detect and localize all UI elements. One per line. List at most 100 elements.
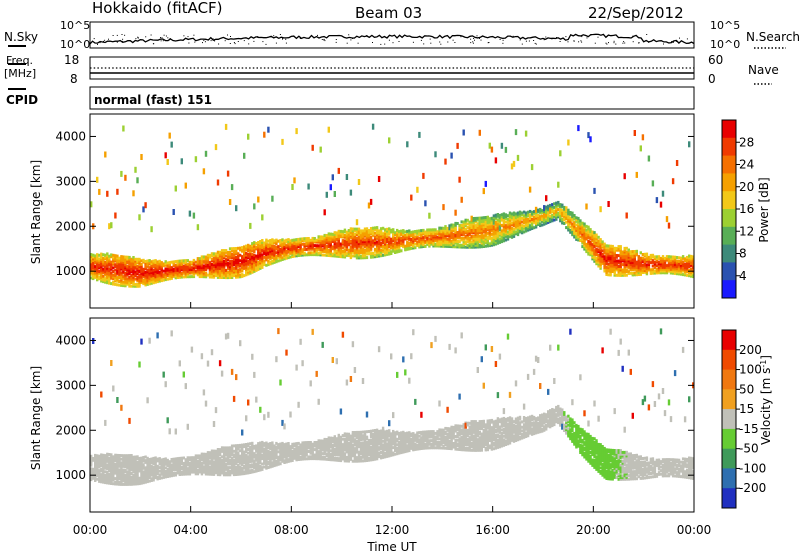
heatmap-cell — [122, 454, 125, 458]
heatmap-cell — [120, 477, 123, 481]
heatmap-cell — [154, 259, 157, 263]
heatmap-cell — [645, 267, 649, 270]
heatmap-cell — [416, 242, 419, 246]
heatmap-cell — [679, 263, 683, 267]
heatmap-cell — [597, 264, 600, 268]
heatmap-cell — [100, 275, 103, 279]
heatmap-cell — [118, 455, 121, 459]
heatmap-cell — [448, 236, 451, 239]
heatmap-cell — [180, 467, 183, 471]
heatmap-cell — [667, 255, 671, 259]
heatmap-cell — [241, 452, 244, 456]
heatmap-cell — [184, 458, 187, 462]
heatmap-cell — [226, 462, 230, 466]
heatmap-cell — [335, 233, 338, 237]
heatmap-cell — [122, 275, 125, 279]
heatmap-cell — [472, 236, 475, 240]
heatmap-cell — [466, 233, 469, 237]
heatmap-cell — [243, 245, 246, 249]
heatmap-cell — [492, 214, 496, 218]
heatmap-cell — [174, 265, 177, 269]
heatmap-cell — [605, 256, 608, 260]
heatmap-cell — [186, 271, 189, 275]
heatmap-cell — [283, 252, 286, 255]
heatmap-cell — [498, 223, 502, 226]
heatmap-cell — [494, 240, 498, 244]
heatmap-cell — [218, 274, 222, 278]
heatmap-cell — [424, 200, 427, 207]
heatmap-cell — [299, 248, 302, 252]
heatmap-cell — [585, 248, 588, 252]
heatmap-cell — [224, 268, 228, 272]
heatmap-cell — [166, 270, 169, 274]
nsearch-tick-top: 10^5 — [710, 19, 740, 32]
heatmap-cell — [369, 241, 373, 245]
heatmap-cell — [180, 259, 183, 263]
heatmap-cell — [253, 455, 256, 459]
heatmap-cell — [226, 460, 230, 464]
heatmap-cell — [561, 217, 564, 221]
heatmap-cell — [255, 444, 258, 448]
heatmap-cell — [291, 238, 294, 242]
heatmap-cell — [204, 468, 208, 472]
heatmap-cell — [98, 259, 101, 263]
heatmap-cell — [136, 261, 139, 265]
heatmap-cell — [605, 262, 608, 266]
heatmap-cell — [178, 263, 181, 267]
heatmap-cell — [120, 274, 123, 278]
heatmap-cell — [607, 269, 610, 273]
heatmap-cell — [146, 277, 149, 281]
heatmap-cell — [484, 233, 487, 237]
heatmap-cell — [508, 234, 512, 238]
heatmap-cell — [216, 467, 220, 471]
heatmap-cell — [142, 260, 145, 264]
heatmap-cell — [176, 460, 179, 464]
heatmap-cell — [102, 462, 105, 466]
heatmap-cell — [106, 266, 109, 270]
heatmap-cell — [436, 239, 439, 243]
heatmap-cell — [94, 470, 97, 473]
heatmap-cell — [257, 250, 260, 253]
heatmap-cell — [365, 245, 369, 249]
heatmap-cell — [112, 266, 115, 270]
heatmap-cell — [426, 235, 429, 239]
heatmap-cell — [379, 234, 383, 238]
heatmap-cell — [623, 173, 626, 180]
heatmap-cell — [116, 464, 119, 468]
heatmap-cell — [120, 280, 123, 284]
heatmap-cell — [116, 477, 119, 481]
heatmap-cell — [537, 208, 540, 212]
heatmap-cell — [587, 247, 590, 251]
heatmap-cell — [480, 236, 483, 240]
heatmap-cell — [635, 253, 638, 257]
heatmap-cell — [108, 278, 111, 282]
heatmap-cell — [349, 254, 353, 258]
heatmap-cell — [90, 258, 93, 262]
heatmap-cell — [257, 260, 260, 264]
heatmap-cell — [347, 239, 351, 243]
heatmap-cell — [237, 263, 240, 266]
heatmap-cell — [118, 463, 121, 466]
heatmap-cell — [601, 242, 604, 246]
heatmap-cell — [112, 458, 115, 462]
heatmap-cell — [110, 273, 113, 277]
heatmap-cell — [138, 480, 141, 484]
heatmap-cell — [466, 231, 469, 235]
heatmap-cell — [430, 237, 433, 241]
heatmap-cell — [460, 231, 463, 235]
heatmap-cell — [293, 238, 296, 242]
heatmap-cell — [611, 250, 614, 254]
heatmap-cell — [321, 240, 324, 244]
heatmap-cell — [675, 259, 679, 263]
heatmap-cell — [547, 210, 550, 214]
heatmap-cell — [617, 266, 620, 270]
heatmap-cell — [450, 239, 453, 243]
heatmap-cell — [150, 226, 153, 233]
heatmap-cell — [673, 271, 677, 275]
heatmap-cell — [224, 276, 228, 280]
heatmap-cell — [551, 203, 554, 207]
heatmap-cell — [182, 264, 185, 268]
heatmap-cell — [122, 461, 125, 465]
heatmap-cell — [647, 155, 651, 162]
heatmap-cell — [214, 259, 218, 263]
